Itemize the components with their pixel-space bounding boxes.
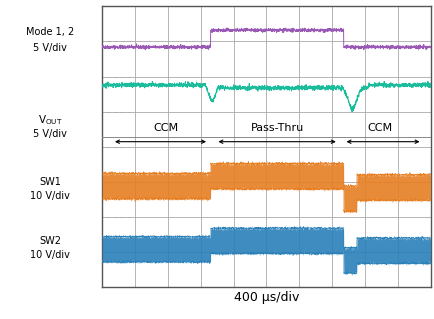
- Text: 10 V/div: 10 V/div: [30, 191, 70, 201]
- Text: Pass-Thru: Pass-Thru: [251, 123, 304, 133]
- Text: CCM: CCM: [366, 123, 391, 133]
- X-axis label: 400 μs/div: 400 μs/div: [233, 291, 299, 304]
- Text: 5 V/div: 5 V/div: [33, 129, 67, 139]
- Text: CCM: CCM: [153, 123, 178, 133]
- Text: SW2: SW2: [39, 236, 61, 246]
- Text: Mode 1, 2: Mode 1, 2: [26, 27, 74, 37]
- Text: 10 V/div: 10 V/div: [30, 250, 70, 260]
- Text: SW1: SW1: [39, 177, 61, 187]
- Text: V$_{\rm OUT}$: V$_{\rm OUT}$: [38, 113, 62, 127]
- Text: 5 V/div: 5 V/div: [33, 43, 67, 54]
